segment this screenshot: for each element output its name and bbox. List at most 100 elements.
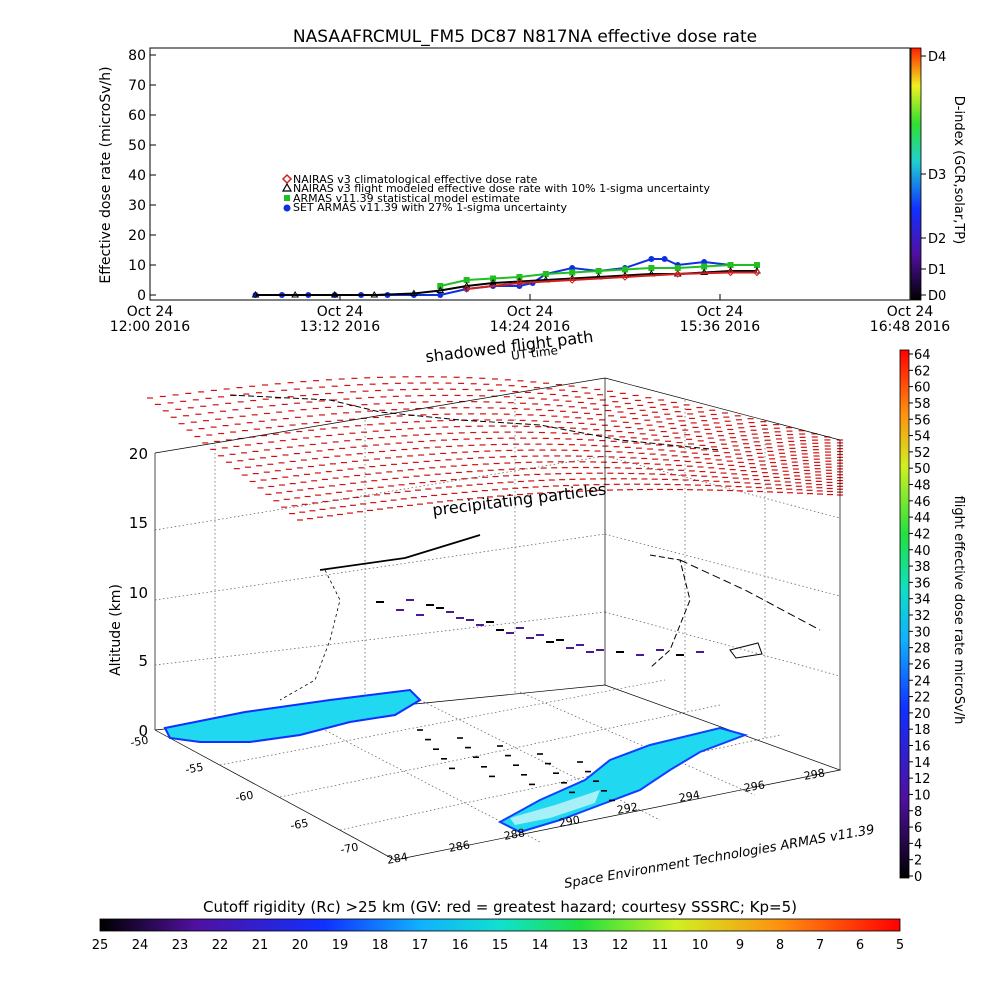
rigidity-surface-floor (163, 688, 749, 834)
x-tick-time: 13:12 2016 (300, 319, 381, 335)
rigidity-tick-label: 9 (736, 938, 744, 953)
top-legend: NAIRAS v3 climatological effective dose … (281, 173, 710, 214)
dose-tick-label: 38 (914, 560, 931, 575)
series-point (437, 292, 444, 298)
dose-tick-label: 6 (914, 821, 922, 836)
y-tick-label: 40 (128, 168, 146, 184)
dindex-colorbar (910, 47, 922, 301)
latitude-tick-label: -60 (234, 789, 254, 805)
series-point (569, 269, 576, 276)
series-point (674, 270, 682, 278)
credit-text: Space Environment Technologies ARMAS v11… (563, 823, 876, 892)
dose-tick-label: 14 (914, 756, 931, 771)
dose-colorbar-ticks: 0246810121416182022242628303234363840424… (909, 348, 931, 885)
dose-tick-label: 60 (914, 381, 931, 396)
perspective-panel: shadowed flight path UT time precipitati… (108, 327, 876, 892)
longitude-tick-label: 284 (386, 850, 409, 866)
rigidity-tick-label: 24 (132, 938, 149, 953)
series-point (410, 289, 418, 296)
altitude-axis-label: Altitude (km) (108, 584, 124, 676)
legend-marker-square (284, 195, 290, 201)
series-point (436, 286, 445, 293)
series-point (568, 276, 576, 284)
dindex-tick-label: D3 (928, 168, 946, 183)
top-y-axis-label: Effective dose rate (microSv/h) (98, 66, 114, 283)
legend-label: ARMAS v11.39 statistical model estimate (293, 192, 520, 205)
x-tick-date: Oct 24 (317, 304, 364, 320)
dose-tick-label: 12 (914, 772, 931, 787)
top-chart-title: NASAAFRCMUL_FM5 DC87 N817NA effective do… (293, 27, 757, 47)
rigidity-tick-label: 6 (856, 938, 864, 953)
altitude-tick-label: 10 (129, 584, 148, 602)
flight-path (229, 394, 821, 701)
dose-tick-label: 48 (914, 479, 931, 494)
series-point (595, 268, 602, 274)
y-tick-label: 60 (128, 108, 146, 124)
rigidity-tick-label: 20 (292, 938, 309, 953)
dose-tick-label: 62 (914, 364, 931, 379)
legend-label: SET ARMAS v11.39 with 27% 1-sigma uncert… (293, 201, 567, 214)
rigidity-tick-label: 17 (412, 938, 429, 953)
rigidity-tick-label: 14 (532, 938, 549, 953)
series-point (648, 265, 655, 271)
rigidity-tick-label: 7 (816, 938, 824, 953)
dindex-tick-label: D2 (928, 232, 946, 247)
legend-item-nairas-flight: NAIRAS v3 flight modeled effective dose … (281, 182, 710, 195)
series-point (370, 291, 379, 298)
dindex-tick-label: D0 (928, 289, 946, 304)
series-point (753, 262, 760, 268)
rigidity-tick-label: 16 (452, 938, 469, 953)
series-point (515, 279, 524, 287)
rigidity-tick-label: 5 (896, 938, 904, 953)
latitude-tick-label: -65 (289, 817, 309, 833)
series-point (621, 273, 629, 281)
dose-tick-label: 50 (914, 462, 931, 477)
latitude-tick-label: -50 (129, 734, 149, 750)
dose-tick-label: 52 (914, 446, 931, 461)
top-y-ticks: 0 10 20 30 40 50 60 70 80 (128, 48, 156, 304)
dose-tick-label: 10 (914, 788, 931, 803)
box-grid (154, 377, 842, 861)
rigidity-tick-label: 18 (372, 938, 389, 953)
series-point (661, 256, 668, 262)
label-ut-time: UT time (510, 343, 558, 363)
rigidity-tick-label: 8 (776, 938, 784, 953)
series-point (726, 268, 735, 277)
dose-tick-label: 54 (914, 430, 931, 445)
y-tick-label: 70 (128, 78, 146, 94)
rigidity-tick-label: 10 (692, 938, 709, 953)
legend-marker-circle (283, 204, 291, 212)
legend-item-set-armas: SET ARMAS v11.39 with 27% 1-sigma uncert… (283, 201, 567, 214)
x-tick-date: Oct 24 (127, 304, 174, 320)
altitude-tick-label: 15 (129, 514, 148, 532)
series-point (463, 277, 470, 283)
y-tick-label: 10 (128, 258, 146, 274)
dose-tick-label: 4 (914, 837, 922, 852)
dose-tick-label: 34 (914, 593, 931, 608)
series-point (674, 265, 681, 271)
rigidity-tick-label: 21 (252, 938, 269, 953)
series-point (462, 285, 471, 293)
longitude-tick-label: 292 (616, 800, 639, 816)
series-point (700, 268, 709, 275)
rigidity-colorbar-ticks: 25 24 23 22 21 20 19 18 17 16 15 14 13 12 11 10 9 8 7 6 5 (92, 938, 904, 953)
dose-colorbar-label: flight effective dose rate microSv/h (951, 496, 966, 725)
altitude-tick-label: 0 (138, 722, 148, 740)
dose-tick-label: 44 (914, 511, 931, 526)
y-tick-label: 0 (137, 288, 146, 304)
altitude-tick-label: 20 (129, 445, 148, 463)
longitude-tick-label: 294 (678, 788, 701, 804)
legend-label: NAIRAS v3 flight modeled effective dose … (293, 182, 710, 195)
rigidity-colorbar (99, 918, 901, 932)
series-line (466, 271, 757, 290)
floor-region-lightcyan (510, 790, 600, 825)
dose-tick-label: 2 (914, 854, 922, 869)
x-tick-time: 16:48 2016 (870, 319, 951, 335)
dose-tick-label: 64 (914, 348, 931, 363)
series-point (490, 275, 497, 282)
longitude-tick-label: 296 (743, 778, 766, 794)
rigidity-tick-label: 22 (212, 938, 229, 953)
x-tick-time: 15:36 2016 (680, 319, 761, 335)
series-point (753, 268, 761, 277)
